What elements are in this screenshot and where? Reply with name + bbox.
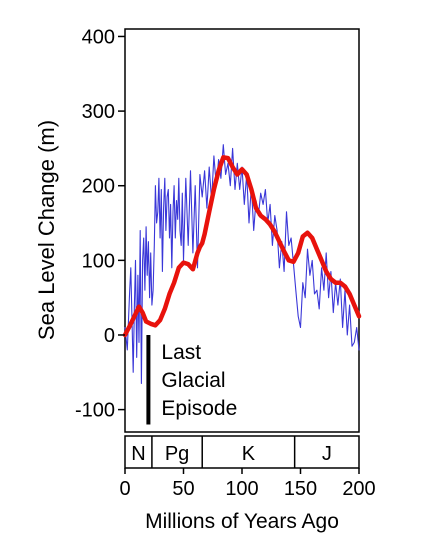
y-axis-label: Sea Level Change (m) (34, 120, 59, 340)
x-tick-label: 0 (119, 478, 130, 500)
period-label: K (242, 443, 256, 465)
y-tick-label: 0 (104, 325, 115, 347)
x-axis: 0 50 100 150 200 (119, 468, 376, 500)
period-label: N (131, 443, 145, 465)
glacial-annotation: Last Glacial Episode (146, 334, 237, 425)
x-tick-label: 100 (225, 478, 258, 500)
series-layer (122, 144, 362, 385)
series-line-smoothed (122, 155, 362, 338)
plot-frame (124, 28, 360, 433)
x-axis-label: Millions of Years Ago (145, 510, 339, 533)
y-tick-label: 300 (82, 101, 115, 123)
annotation-text: Episode (161, 397, 237, 420)
x-tick-label: 50 (172, 478, 194, 500)
plot-area (124, 28, 360, 433)
y-tick-label: 200 (82, 176, 115, 198)
annotation-text: Last (161, 341, 201, 364)
annotation-text: Glacial (161, 369, 225, 392)
series-line-raw (124, 144, 360, 385)
y-tick-label: 100 (82, 250, 115, 272)
y-axis: -100 0 100 200 300 400 (75, 26, 125, 422)
geologic-period-bar: N Pg K J (124, 435, 360, 469)
x-tick-label: 150 (284, 478, 317, 500)
x-tick-label: 200 (342, 478, 375, 500)
y-tick-label: -100 (75, 400, 115, 422)
period-label: Pg (165, 443, 189, 465)
period-label: J (322, 443, 332, 465)
y-tick-label: 400 (82, 26, 115, 48)
